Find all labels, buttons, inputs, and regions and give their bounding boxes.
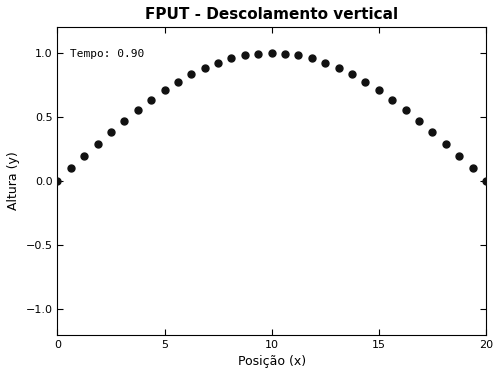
Point bbox=[468, 165, 476, 171]
Title: FPUT - Descolamento vertical: FPUT - Descolamento vertical bbox=[145, 7, 398, 22]
Point bbox=[334, 65, 342, 71]
Point bbox=[415, 118, 423, 124]
Point bbox=[200, 65, 208, 71]
Point bbox=[174, 79, 182, 85]
Point bbox=[188, 72, 196, 78]
Point bbox=[322, 60, 330, 66]
Point bbox=[375, 87, 383, 93]
Point bbox=[134, 107, 141, 113]
Point bbox=[54, 178, 62, 184]
Point bbox=[294, 53, 302, 58]
Point bbox=[214, 60, 222, 66]
Point bbox=[455, 153, 463, 159]
Point bbox=[160, 87, 168, 93]
Point bbox=[308, 56, 316, 62]
Point bbox=[228, 56, 235, 62]
Point bbox=[402, 107, 409, 113]
Point bbox=[67, 165, 75, 171]
Point bbox=[120, 118, 128, 124]
Point bbox=[348, 72, 356, 78]
Point bbox=[281, 51, 289, 57]
Point bbox=[107, 129, 115, 135]
Point bbox=[362, 79, 370, 85]
Point bbox=[442, 141, 450, 147]
Y-axis label: Altura (y): Altura (y) bbox=[7, 152, 20, 210]
Point bbox=[268, 50, 276, 56]
Point bbox=[388, 97, 396, 103]
Point bbox=[482, 178, 490, 184]
Point bbox=[254, 51, 262, 57]
Point bbox=[94, 141, 102, 147]
Point bbox=[428, 129, 436, 135]
Point bbox=[80, 153, 88, 159]
Text: Tempo: 0.90: Tempo: 0.90 bbox=[70, 49, 144, 59]
Point bbox=[147, 97, 155, 103]
X-axis label: Posição (x): Posição (x) bbox=[238, 355, 306, 368]
Point bbox=[241, 53, 249, 58]
